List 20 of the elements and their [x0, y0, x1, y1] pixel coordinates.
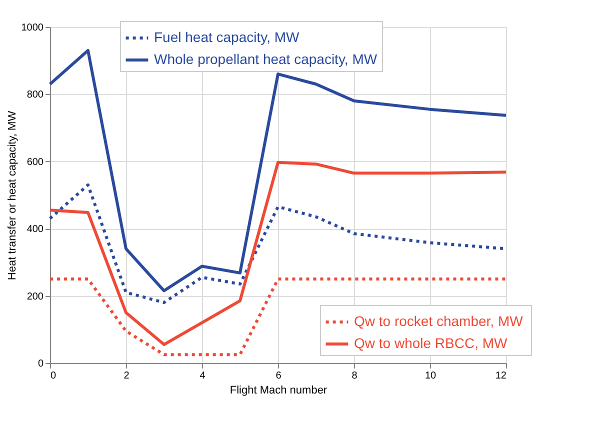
x-tick-label: 2	[124, 370, 130, 382]
x-tick-label: 12	[495, 370, 507, 382]
y-tick-label: 0	[38, 358, 44, 370]
legend-label: Fuel heat capacity, MW	[154, 29, 300, 45]
y-tick-label: 200	[26, 291, 44, 302]
y-tick-label: 800	[26, 90, 44, 101]
y-tick-label: 1000	[21, 22, 44, 34]
x-tick-label: 10	[424, 370, 436, 382]
y-tick-label: 400	[26, 224, 44, 236]
legend-label: Whole propellant heat capacity, MW	[154, 51, 378, 67]
x-axis-title: Flight Mach number	[230, 384, 328, 396]
x-tick-label: 6	[276, 370, 282, 382]
line-series	[48, 49, 508, 292]
legend-label: Qw to rocket chamber, MW	[354, 313, 524, 329]
legend-label: Qw to whole RBCC, MW	[354, 335, 508, 351]
y-tick-label: 600	[26, 156, 44, 168]
y-axis-title: Heat transfer or heat capacity, MW	[6, 110, 18, 280]
x-tick-label: 8	[352, 370, 358, 382]
x-tick-label: 4	[200, 370, 206, 382]
x-tick-label: 0	[50, 370, 56, 382]
